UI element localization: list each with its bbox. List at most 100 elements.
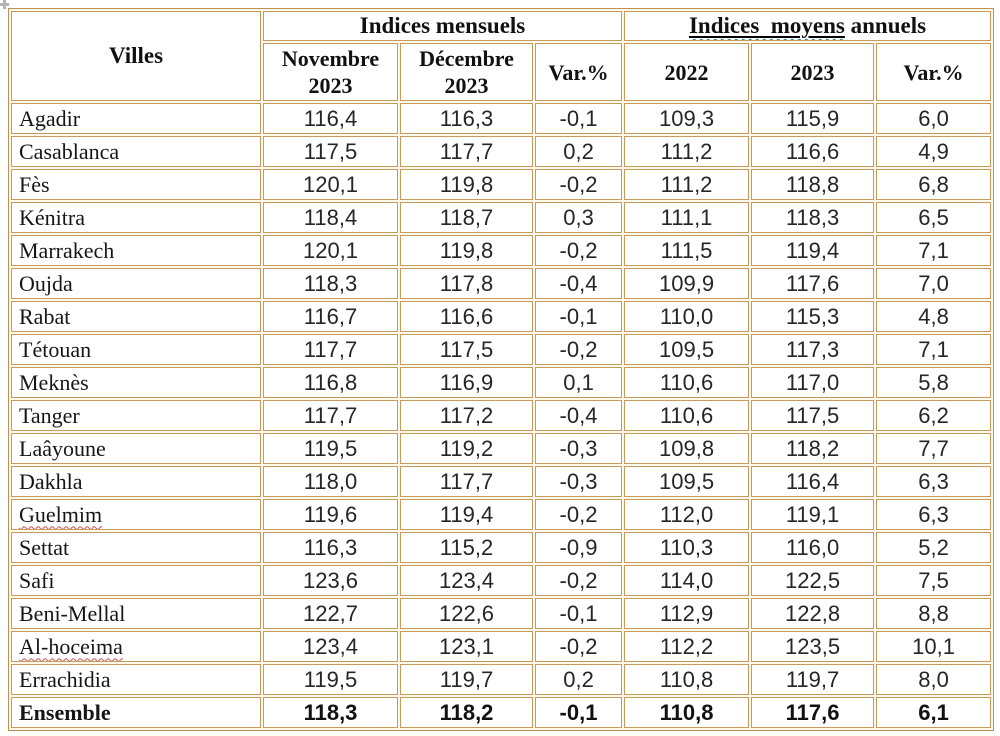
value-cell: 118,4 [263,202,398,233]
value-cell: -0,1 [535,301,623,332]
value-cell: 120,1 [263,235,398,266]
value-cell: 123,4 [263,631,398,662]
city-cell: Oujda [11,268,261,299]
value-cell: 110,6 [624,367,750,398]
value-cell: 117,7 [263,334,398,365]
value-cell: 116,4 [751,466,875,497]
value-cell: 117,7 [263,400,398,431]
city-cell: Errachidia [11,664,261,695]
value-cell: 122,5 [751,565,875,596]
value-cell: 0,2 [535,136,623,167]
table-row: Casablanca 117,5 117,7 0,2 111,2 116,6 4,9 [11,136,992,167]
table-row: Guelmim 119,6 119,4 -0,2 112,0 119,1 6,3 [11,499,992,530]
value-cell: 118,0 [263,466,398,497]
column-header-2023: 2023 [751,43,875,101]
value-cell: 6,3 [876,499,992,530]
value-cell: 119,1 [751,499,875,530]
value-cell: 112,2 [624,631,750,662]
group-header-indices-moyens-annuels: Indices moyens annuels [624,11,992,41]
table-row: Fès 120,1 119,8 -0,2 111,2 118,8 6,8 [11,169,992,200]
header-group-row: Villes Indices mensuels Indices moyens a… [11,11,992,101]
city-cell: Fès [11,169,261,200]
value-cell: 119,7 [400,664,533,695]
city-cell: Rabat [11,301,261,332]
value-cell: -0,2 [535,631,623,662]
value-cell: 116,6 [751,136,875,167]
value-cell: 110,8 [624,697,750,728]
value-cell: 7,1 [876,235,992,266]
value-cell: 7,1 [876,334,992,365]
group-header-underlined-part: Indices moyens [688,13,845,38]
value-cell: 116,7 [263,301,398,332]
column-header-novembre-2023: Novembre 2023 [263,43,398,101]
value-cell: 7,5 [876,565,992,596]
table-move-handle-artifact [0,0,10,10]
city-cell: Casablanca [11,136,261,167]
value-cell: 7,0 [876,268,992,299]
value-cell: 117,5 [751,400,875,431]
value-cell: 122,6 [400,598,533,629]
value-cell: 122,8 [751,598,875,629]
value-cell: 109,8 [624,433,750,464]
value-cell: 116,6 [400,301,533,332]
value-cell: -0,2 [535,499,623,530]
value-cell: -0,1 [535,103,623,134]
value-cell: 117,2 [400,400,533,431]
value-cell: 0,3 [535,202,623,233]
value-cell: 119,5 [263,433,398,464]
value-cell: 118,7 [400,202,533,233]
value-cell: 118,8 [751,169,875,200]
value-cell: -0,3 [535,466,623,497]
value-cell: 119,4 [751,235,875,266]
value-cell: 6,8 [876,169,992,200]
table-row: Beni-Mellal 122,7 122,6 -0,1 112,9 122,8 8,8 [11,598,992,629]
city-cell: Meknès [11,367,261,398]
value-cell: 118,2 [400,697,533,728]
value-cell: -0,2 [535,334,623,365]
table-row: Tétouan 117,7 117,5 -0,2 109,5 117,3 7,1 [11,334,992,365]
handle-bar-vertical [3,0,6,9]
value-cell: 119,6 [263,499,398,530]
value-cell: 115,9 [751,103,875,134]
column-header-villes: Villes [11,11,261,101]
value-cell: -0,3 [535,433,623,464]
value-cell: 110,6 [624,400,750,431]
value-cell: 115,2 [400,532,533,563]
value-cell: -0,9 [535,532,623,563]
value-cell: 10,1 [876,631,992,662]
table-row: Agadir 116,4 116,3 -0,1 109,3 115,9 6,0 [11,103,992,134]
value-cell: 111,2 [624,136,750,167]
column-header-2022: 2022 [624,43,750,101]
value-cell: 116,3 [400,103,533,134]
city-cell: Beni-Mellal [11,598,261,629]
value-cell: 116,3 [263,532,398,563]
value-cell: 119,4 [400,499,533,530]
table-row: Dakhla 118,0 117,7 -0,3 109,5 116,4 6,3 [11,466,992,497]
value-cell: 118,3 [263,268,398,299]
value-cell: 110,3 [624,532,750,563]
value-cell: 117,5 [263,136,398,167]
value-cell: 117,5 [400,334,533,365]
value-cell: 6,5 [876,202,992,233]
value-cell: 117,0 [751,367,875,398]
value-cell: 5,2 [876,532,992,563]
value-cell: -0,2 [535,565,623,596]
value-cell: -0,1 [535,697,623,728]
value-cell: 117,6 [751,697,875,728]
column-header-var-annuel: Var.% [876,43,992,101]
group-header-rest-part: annuels [844,13,927,38]
value-cell: 117,3 [751,334,875,365]
value-cell: 110,8 [624,664,750,695]
table-row: Laâyoune 119,5 119,2 -0,3 109,8 118,2 7,7 [11,433,992,464]
table-row: Tanger 117,7 117,2 -0,4 110,6 117,5 6,2 [11,400,992,431]
value-cell: 0,1 [535,367,623,398]
value-cell: 116,0 [751,532,875,563]
table-header: Villes Indices mensuels Indices moyens a… [11,11,992,101]
value-cell: 4,9 [876,136,992,167]
value-cell: 117,8 [400,268,533,299]
value-cell: 119,2 [400,433,533,464]
city-cell: Agadir [11,103,261,134]
value-cell: 0,2 [535,664,623,695]
value-cell: 116,4 [263,103,398,134]
value-cell: 120,1 [263,169,398,200]
